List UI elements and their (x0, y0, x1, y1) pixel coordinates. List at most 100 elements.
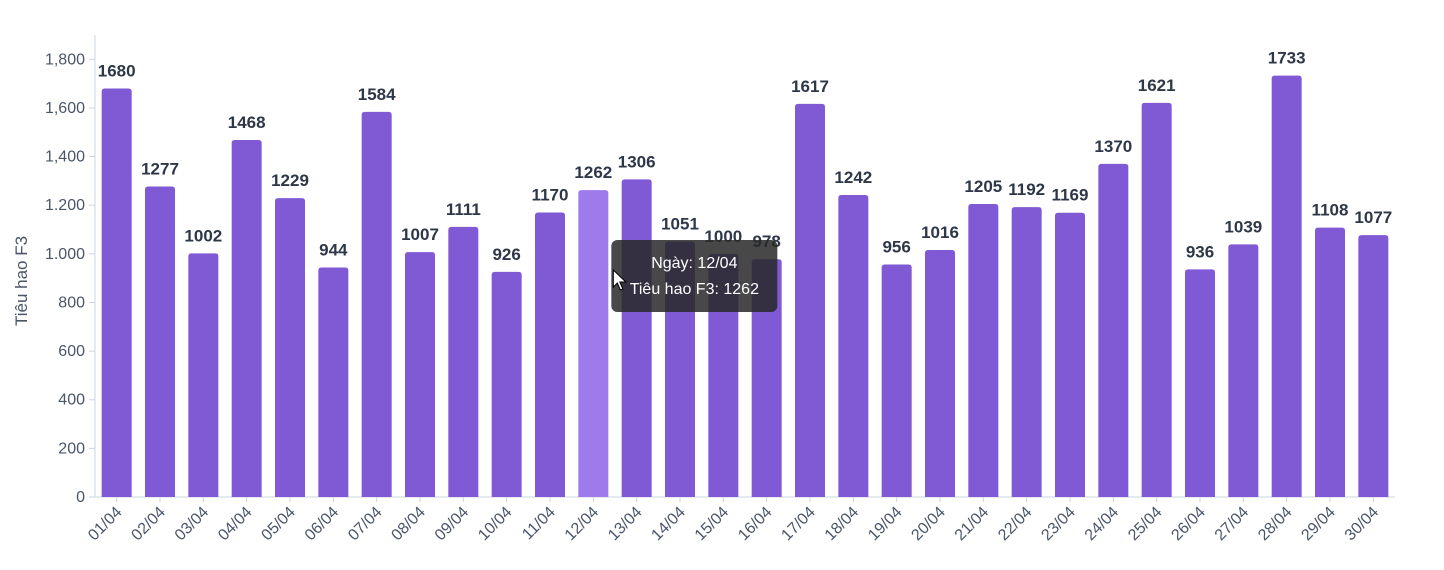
bar-25/04[interactable] (1141, 102, 1172, 497)
y-tick-label: 1.200 (45, 197, 85, 214)
bar-11/04[interactable] (535, 212, 565, 498)
y-tick-label: 1,800 (45, 51, 85, 68)
data-label: 926 (492, 245, 520, 264)
x-tick-label: 29/04 (1298, 504, 1338, 544)
x-tick-label: 18/04 (822, 504, 862, 544)
data-label: 1621 (1138, 76, 1176, 95)
y-tick-label: 1,400 (45, 149, 85, 166)
bar-15/04[interactable] (708, 253, 739, 497)
x-tick-label: 14/04 (648, 504, 688, 544)
bar-06/04[interactable] (318, 267, 349, 497)
x-tick-label: 03/04 (172, 504, 212, 544)
y-axis-title: Tiêu hao F3 (12, 236, 31, 326)
x-tick-label: 17/04 (778, 504, 818, 544)
x-tick-label: 12/04 (562, 504, 602, 544)
data-label: 1229 (271, 171, 309, 190)
data-label: 1016 (921, 223, 959, 242)
data-label: 1306 (618, 152, 656, 171)
x-tick-label: 07/04 (345, 504, 385, 544)
data-label: 1733 (1268, 49, 1306, 68)
bar-21/04[interactable] (968, 203, 999, 497)
bar-16/04[interactable] (751, 259, 782, 497)
data-label: 1617 (791, 77, 829, 96)
bar-19/04[interactable] (881, 264, 912, 497)
bar-18/04[interactable] (838, 194, 869, 497)
x-tick-label: 30/04 (1342, 504, 1382, 544)
mouse-cursor-icon (612, 268, 628, 291)
data-label: 1077 (1354, 208, 1392, 227)
x-tick-label: 19/04 (865, 504, 905, 544)
bar-20/04[interactable] (925, 249, 955, 497)
x-tick-label: 09/04 (432, 504, 472, 544)
bar-30/04[interactable] (1358, 235, 1389, 497)
x-tick-label: 06/04 (302, 504, 342, 544)
bar-04/04[interactable] (231, 140, 262, 498)
x-tick-label: 15/04 (692, 504, 732, 544)
data-label: 1584 (358, 85, 396, 104)
data-label: 1169 (1052, 186, 1089, 205)
x-tick-label: 25/04 (1125, 504, 1165, 544)
y-tick-label: 200 (58, 440, 85, 457)
y-tick-label: 800 (58, 294, 85, 311)
data-label: 1111 (446, 200, 481, 219)
x-tick-label: 27/04 (1212, 504, 1252, 544)
data-label: 1170 (532, 186, 569, 205)
data-label: 1277 (141, 159, 179, 178)
bar-09/04[interactable] (448, 226, 479, 498)
data-label: 1039 (1224, 217, 1262, 236)
data-label: 1051 (661, 214, 699, 233)
bar-29/04[interactable] (1315, 227, 1345, 497)
x-tick-label: 23/04 (1038, 504, 1078, 544)
bar-27/04[interactable] (1228, 244, 1259, 497)
bar-12/04[interactable] (578, 190, 609, 497)
x-tick-label: 26/04 (1168, 504, 1208, 544)
bar-24/04[interactable] (1098, 163, 1129, 497)
bar-23/04[interactable] (1055, 212, 1085, 498)
tooltip-value: Tiêu hao F3: 1262 (630, 281, 759, 298)
bar-07/04[interactable] (361, 111, 392, 498)
y-tick-label: 1,600 (45, 100, 85, 117)
x-tick-label: 24/04 (1082, 504, 1122, 544)
y-tick-label: 400 (58, 392, 85, 409)
bar-13/04[interactable] (621, 179, 652, 497)
x-tick-label: 11/04 (519, 504, 559, 544)
bar-22/04[interactable] (1011, 207, 1042, 497)
y-tick-label: 600 (58, 343, 85, 360)
bar-17/04[interactable] (795, 103, 825, 497)
data-label: 1262 (574, 163, 612, 182)
x-tick-label: 01/04 (85, 504, 125, 544)
data-label: 1680 (98, 61, 136, 80)
bar-01/04[interactable] (101, 88, 132, 497)
bar-02/04[interactable] (145, 186, 175, 497)
x-tick-label: 08/04 (388, 504, 428, 544)
x-tick-label: 21/04 (952, 504, 992, 544)
data-label: 1242 (834, 168, 872, 187)
x-tick-label: 04/04 (215, 504, 255, 544)
data-label: 1205 (964, 177, 1002, 196)
bar-08/04[interactable] (405, 252, 435, 497)
y-tick-label: 1.000 (45, 246, 85, 263)
x-tick-label: 16/04 (735, 504, 775, 544)
data-label: 1370 (1094, 137, 1132, 156)
data-label: 1468 (228, 113, 266, 132)
data-label: 956 (882, 238, 910, 257)
bar-26/04[interactable] (1185, 269, 1215, 497)
x-tick-label: 02/04 (128, 504, 168, 544)
x-tick-label: 28/04 (1255, 504, 1295, 544)
bar-03/04[interactable] (188, 253, 219, 497)
x-tick-label: 22/04 (995, 504, 1035, 544)
y-tick-label: 0 (76, 489, 85, 506)
x-tick-label: 05/04 (258, 504, 298, 544)
data-label: 1002 (184, 226, 222, 245)
tooltip-date: Ngày: 12/04 (651, 255, 737, 272)
bar-28/04[interactable] (1271, 75, 1302, 498)
data-label: 944 (319, 240, 348, 259)
x-tick-label: 10/04 (475, 504, 515, 544)
bar-05/04[interactable] (275, 198, 305, 498)
data-label: 1192 (1008, 180, 1045, 199)
bar-10/04[interactable] (491, 271, 522, 497)
data-label: 936 (1186, 242, 1214, 261)
data-label: 1007 (401, 225, 439, 244)
